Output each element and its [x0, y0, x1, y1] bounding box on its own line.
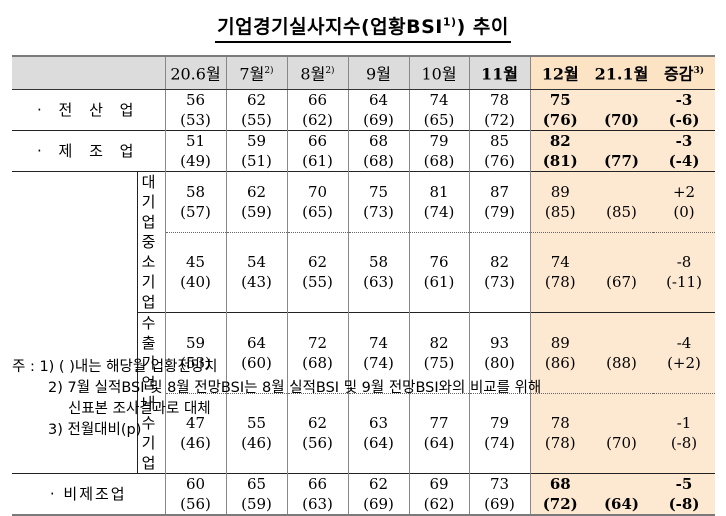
header-corner	[12, 55, 165, 90]
row-label-large-firms: 대 기 업	[136, 171, 165, 232]
table-row: · 전 산 업 56 (53) 62 (55) 66 (62) 64 (69) 74 (6…	[12, 89, 715, 131]
cell-9: 68 (68)	[347, 130, 409, 172]
cell-change: -5 (-8)	[653, 473, 715, 516]
cell-21-1: (70)	[590, 392, 653, 474]
cell-20-6: 56 (53)	[164, 89, 226, 131]
cell-9: 75 (73)	[347, 171, 409, 232]
cell-7: 59 (51)	[225, 130, 287, 172]
cell-11: 82 (73)	[468, 231, 530, 313]
cell-11: 85 (76)	[468, 130, 530, 172]
cell-change: -3 (-4)	[653, 130, 715, 172]
footnote-2-cont: 신표본 조사결과로 대체	[68, 401, 211, 417]
table-row: · 제 조 업 51 (49) 59 (51) 66 (61) 68 (68) 79 (6…	[12, 130, 715, 172]
cell-8: 66 (62)	[286, 89, 348, 131]
cell-8: 66 (63)	[286, 473, 348, 516]
cell-change: -8 (-11)	[653, 231, 715, 313]
table-row: 중소기업 45 (40) 54 (43) 62 (55) 58 (63) 76 (61) …	[12, 231, 715, 313]
footnote-3: 3) 전월대비(p)	[48, 422, 142, 438]
table-row: · 비제조업 60 (56) 65 (59) 66 (63) 62 (69) 69 (62…	[12, 473, 715, 516]
cell-9: 74 (74)	[347, 312, 409, 393]
cell-7: 62 (59)	[225, 171, 287, 232]
col-header-10: 10월	[408, 55, 469, 90]
col-header-9: 9월	[347, 55, 409, 90]
cell-12: 74 (78)	[529, 231, 590, 313]
cell-21-1: (88)	[590, 312, 653, 393]
cell-12: 89 (86)	[529, 312, 590, 393]
cell-8: 66 (61)	[286, 130, 348, 172]
row-label-non-manufacturing: · 비제조업	[12, 473, 165, 516]
cell-12: 68 (72)	[529, 473, 590, 516]
cell-change: -4 (+2)	[653, 312, 715, 393]
cell-10: 74 (65)	[408, 89, 469, 131]
cell-10: 76 (61)	[408, 231, 469, 313]
sub-group-indent	[12, 171, 137, 474]
cell-change: +2 (0)	[653, 171, 715, 232]
cell-20-6: 45 (40)	[164, 231, 226, 313]
row-label-manufacturing: · 제 조 업	[12, 130, 165, 172]
cell-change: -1 (-8)	[653, 392, 715, 474]
col-header-12: 12월	[529, 55, 590, 90]
cell-21-1: (70)	[590, 89, 653, 131]
cell-12: 89 (85)	[529, 171, 590, 232]
cell-9: 64 (69)	[347, 89, 409, 131]
cell-8: 62 (55)	[286, 231, 348, 313]
page-title: 기업경기실사지수(업황BSI1)) 추이	[0, 12, 726, 43]
cell-21-1: (77)	[590, 130, 653, 172]
cell-10: 69 (62)	[408, 473, 469, 516]
footnote-2: 2) 7월 실적BSI 및 8월 전망BSI는 8월 실적BSI 및 9월 전망…	[48, 380, 542, 396]
cell-12: 82 (81)	[529, 130, 590, 172]
cell-20-6: 51 (49)	[164, 130, 226, 172]
title-text-wrap: 기업경기실사지수(업황BSI1)) 추이	[215, 12, 511, 43]
title-suffix: ) 추이	[456, 16, 509, 38]
row-label-exporters: 수출기업	[136, 312, 165, 393]
cell-12: 75 (76)	[529, 89, 590, 131]
cell-7: 65 (59)	[225, 473, 287, 516]
cell-7: 62 (55)	[225, 89, 287, 131]
cell-8: 70 (65)	[286, 171, 348, 232]
cell-10: 79 (68)	[408, 130, 469, 172]
cell-10: 81 (74)	[408, 171, 469, 232]
cell-11: 78 (72)	[468, 89, 530, 131]
cell-21-1: (67)	[590, 231, 653, 313]
bsi-table: 20.6월 7월2) 8월2) 9월 10월 11월 12월 21.1월 증감3…	[12, 55, 715, 516]
cell-11: 87 (79)	[468, 171, 530, 232]
cell-change: -3 (-6)	[653, 89, 715, 131]
cell-21-1: (85)	[590, 171, 653, 232]
cell-7: 54 (43)	[225, 231, 287, 313]
col-header-8: 8월2)	[286, 55, 348, 90]
col-header-20-6: 20.6월	[164, 55, 226, 90]
cell-9: 62 (69)	[347, 473, 409, 516]
footnotes: 주 : 1) ( )내는 해당월 업황전망치 2) 7월 실적BSI 및 8월 …	[12, 357, 541, 441]
col-header-7: 7월2)	[225, 55, 287, 90]
table-row: 수출기업 59 (53) 64 (60) 72 (68) 74 (74) 82 (75) …	[12, 312, 715, 393]
row-label-all-industry: · 전 산 업	[37, 101, 140, 119]
cell-7: 64 (60)	[225, 312, 287, 393]
cell-20-6: 59 (53)	[164, 312, 226, 393]
col-header-change: 증감3)	[653, 55, 715, 90]
cell-9: 58 (63)	[347, 231, 409, 313]
header-row: 20.6월 7월2) 8월2) 9월 10월 11월 12월 21.1월 증감3…	[12, 55, 715, 90]
cell-10: 82 (75)	[408, 312, 469, 393]
col-header-21-1: 21.1월	[590, 55, 653, 90]
col-header-11: 11월	[468, 55, 530, 90]
row-label-smes: 중소기업	[136, 232, 165, 313]
cell-20-6: 58 (57)	[164, 171, 226, 232]
table-row: 대 기 업 58 (57) 62 (59) 70 (65) 75 (73) 81 (74)…	[12, 171, 715, 474]
cell-20-6: 60 (56)	[164, 473, 226, 516]
cell-11: 93 (80)	[468, 312, 530, 393]
footnote-1: 주 : 1) ( )내는 해당월 업황전망치	[12, 359, 218, 375]
title-superscript: 1)	[442, 15, 457, 29]
cell-21-1: (64)	[590, 473, 653, 516]
cell-11: 73 (69)	[468, 473, 530, 516]
title-main: 기업경기실사지수(업황BSI	[217, 16, 443, 38]
cell-8: 72 (68)	[286, 312, 348, 393]
